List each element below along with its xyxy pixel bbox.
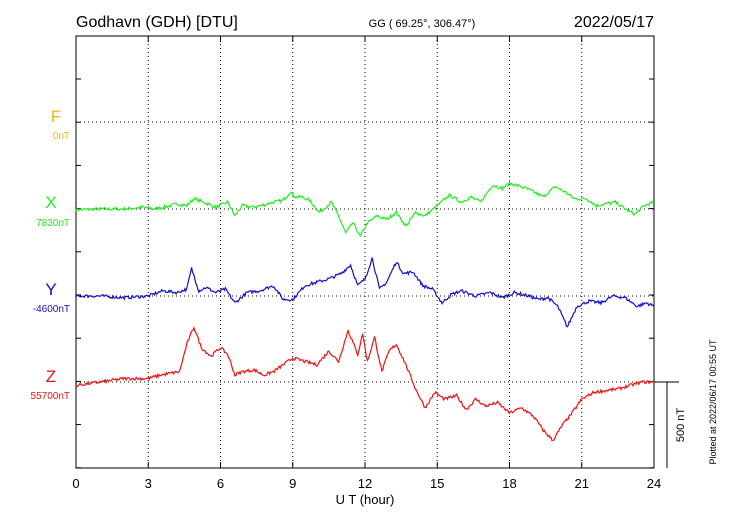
series-label-f: F (51, 107, 61, 126)
plotted-timestamp: Plotted at 2022/06/17 00:55 UT (708, 339, 718, 465)
traces (75, 179, 655, 442)
plot-date: 2022/05/17 (574, 14, 654, 31)
station-title: Godhavn (GDH) [DTU] (76, 14, 238, 31)
series-baseline-x: 7830nT (36, 218, 70, 229)
x-tick-label: 9 (289, 476, 296, 491)
x-tick-label: 21 (575, 476, 589, 491)
x-axis-ticks: 0 3 6 9 12 15 18 21 24 (72, 36, 661, 491)
series-label-x: X (45, 193, 56, 212)
series-baseline-z: 55700nT (31, 391, 70, 402)
x-tick-label: 3 (145, 476, 152, 491)
x-tick-label: 12 (358, 476, 372, 491)
series-labels: F 0nT X 7830nT Y -4600nT Z 55700nT (31, 107, 70, 402)
series-line-z (75, 325, 655, 442)
x-axis-title: U T (hour) (336, 492, 395, 507)
scale-bar-label: 500 nT (675, 408, 687, 443)
series-baseline-f: 0nT (53, 131, 70, 142)
series-line-x (75, 179, 655, 238)
x-tick-label: 6 (217, 476, 224, 491)
grid-lines (76, 36, 654, 468)
series-line-y (75, 257, 655, 328)
scale-bar: 500 nT (654, 381, 687, 468)
series-baseline-y: -4600nT (33, 304, 70, 315)
x-tick-label: 24 (647, 476, 661, 491)
series-label-z: Z (46, 367, 56, 386)
x-tick-label: 18 (502, 476, 516, 491)
series-label-y: Y (45, 280, 56, 299)
station-coords: GG ( 69.25°, 306.47°) (369, 18, 476, 30)
x-tick-label: 15 (430, 476, 444, 491)
x-tick-label: 0 (72, 476, 79, 491)
